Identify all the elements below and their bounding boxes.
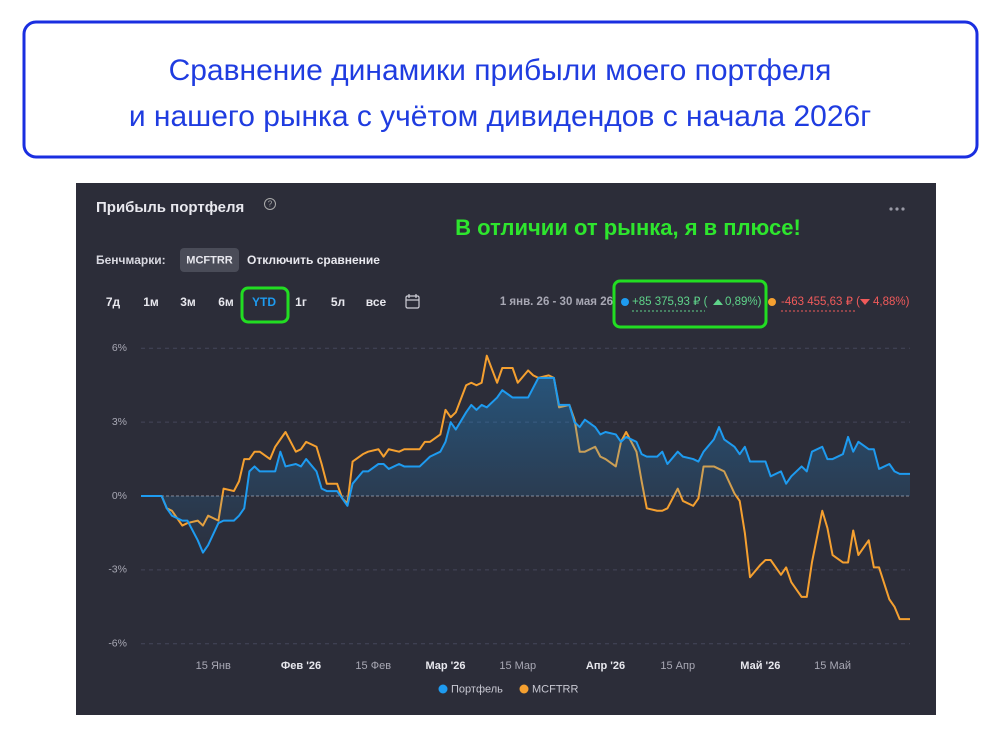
portfolio-percent: 0,89%) [725, 296, 762, 308]
market-amount: -463 455,63 ₽ ( [781, 296, 860, 308]
legend-marker[interactable] [519, 684, 529, 694]
plot: 6% 3% 0% -3% -6% 15 Янв Фев '26 15 Фев Мар '26 15… [108, 342, 910, 695]
period-button[interactable]: 1г [295, 295, 307, 309]
headline: Сравнение динамики прибыли моего портфел… [169, 54, 832, 87]
y-tick-label: 3% [112, 416, 127, 428]
menu-dots[interactable] [889, 207, 905, 211]
x-tick-label: 15 Апр [660, 660, 695, 672]
disable-compare[interactable]: Отключить сравнение [247, 253, 380, 267]
period-button[interactable]: 7д [106, 295, 121, 309]
period-button[interactable]: 1м [143, 295, 159, 309]
market-percent: 4,88%) [873, 296, 910, 308]
period-button[interactable]: YTD [252, 295, 276, 309]
market-dot [768, 298, 776, 306]
series-line [141, 376, 910, 554]
up-arrow [713, 299, 723, 305]
widget-title: Прибыль портфеля [96, 199, 244, 216]
benchmarks-label: Бенчмарки: [96, 253, 166, 267]
help-mark[interactable]: ? [268, 200, 273, 209]
y-tick-label: 0% [112, 490, 127, 502]
highlight-box [612, 279, 768, 329]
period-button[interactable]: 6м [218, 295, 234, 309]
help-icon[interactable] [264, 198, 276, 210]
calendar-icon[interactable] [405, 294, 420, 309]
x-tick-label: Фев '26 [281, 660, 321, 672]
portfolio-dot [621, 298, 629, 306]
y-tick-label: -3% [108, 564, 127, 576]
period-button[interactable]: 5л [331, 295, 345, 309]
date-range: 1 янв. 26 - 30 мая 26 [500, 296, 613, 308]
headline: и нашего рынка с учётом дивидендов с нач… [129, 100, 871, 133]
period-button[interactable]: все [366, 295, 387, 309]
period-button[interactable]: 3м [180, 295, 196, 309]
title-box [22, 20, 979, 159]
legend-marker[interactable] [438, 684, 448, 694]
series-line [141, 354, 910, 621]
x-tick-label: Апр '26 [586, 660, 625, 672]
legend-label[interactable]: MCFTRR [532, 683, 578, 695]
area [141, 377, 910, 553]
x-tick-label: Май '26 [740, 660, 780, 672]
x-tick-label: 15 Янв [196, 660, 231, 672]
y-tick-label: -6% [108, 637, 127, 649]
legend-label[interactable]: Портфель [451, 683, 503, 695]
x-tick-label: 15 Май [814, 660, 851, 672]
x-tick-label: Мар '26 [425, 660, 465, 672]
x-tick-label: 15 Мар [499, 660, 536, 672]
portfolio-amount: +85 375,93 ₽ ( [632, 296, 708, 308]
annotation: В отличии от рынка, я в плюсе! [455, 215, 801, 240]
benchmark-chip-label[interactable]: MCFTRR [186, 254, 232, 266]
x-tick-label: 15 Фев [355, 660, 391, 672]
period-buttons: 7д 1м 3м 6м YTD 1г 5л все [106, 295, 387, 309]
benchmark-chip[interactable] [180, 248, 239, 272]
y-tick-label: 6% [112, 342, 127, 354]
down-arrow [860, 299, 870, 305]
highlight-box [240, 286, 290, 324]
